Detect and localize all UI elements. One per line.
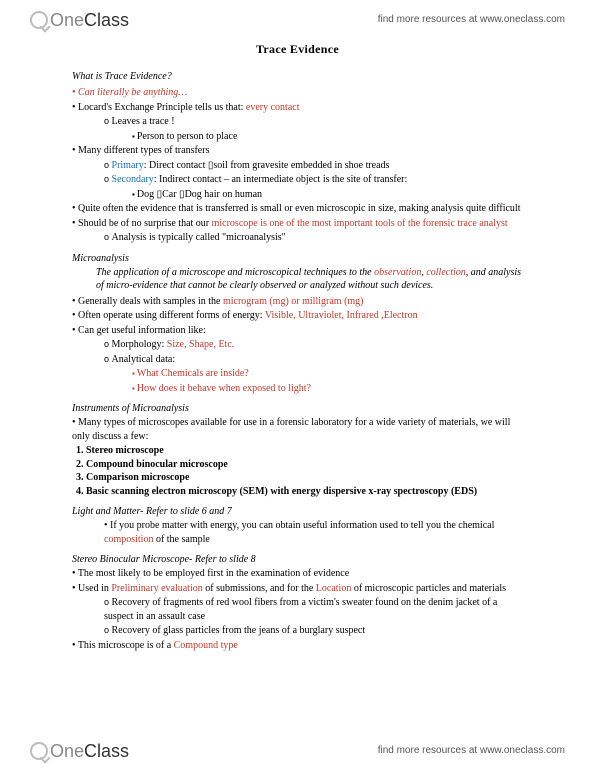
text: of microscopic particles and materials <box>351 583 506 594</box>
text-highlight: composition <box>104 534 153 545</box>
text-term: Secondary <box>112 174 154 185</box>
brand-logo: One Class <box>30 739 129 762</box>
sub-item: Primary: Direct contact ▯soil from grave… <box>104 159 523 173</box>
section-heading: Microanalysis <box>72 253 523 264</box>
text: Locard's Exchange Principle tells us tha… <box>78 102 246 113</box>
bullet-item: Can literally be anything… <box>72 86 523 100</box>
text-highlight: collection <box>426 267 465 278</box>
section-heading: Stereo Binocular Microscope- Refer to sl… <box>72 554 523 565</box>
bullet-item: The most likely to be employed first in … <box>72 567 523 581</box>
numbered-list: Stereo microscope Compound binocular mic… <box>86 444 523 498</box>
sub-sub-item: Person to person to place <box>132 130 523 144</box>
list-item: Stereo microscope <box>86 444 523 458</box>
section-heading: Light and Matter- Refer to slide 6 and 7 <box>72 506 523 517</box>
section-heading: Instruments of Microanalysis <box>72 403 523 414</box>
sub-item: Leaves a trace ! <box>104 115 523 129</box>
bullet-item: Generally deals with samples in the micr… <box>72 295 523 309</box>
sub-sub-item: How does it behave when exposed to light… <box>132 382 523 396</box>
header-bar: One Class find more resources at www.one… <box>0 0 595 39</box>
text: Dog hair on human <box>185 189 263 200</box>
text: of submissions, and for the <box>203 583 316 594</box>
text-highlight: Compound type <box>174 640 238 651</box>
text: soil from gravesite embedded in shoe tre… <box>213 160 389 171</box>
logo-text-class: Class <box>84 741 129 762</box>
footer-bar: One Class find more resources at www.one… <box>0 731 595 770</box>
text-highlight: Visible, Ultraviolet, Infrared ,Electron <box>265 310 418 321</box>
magnifier-icon <box>30 742 48 760</box>
sub-sub-item: What Chemicals are inside? <box>132 367 523 381</box>
sub-item: Analysis is typically called "microanaly… <box>104 231 523 245</box>
bullet-item: Should be of no surprise that our micros… <box>72 217 523 231</box>
footer-tagline: find more resources at www.oneclass.com <box>378 745 565 756</box>
text-highlight: Size, Shape, Etc. <box>167 339 234 350</box>
text-highlight: microscope is one of the most important … <box>212 218 508 229</box>
brand-logo: One Class <box>30 8 129 31</box>
text: Many types of microscopes available for … <box>72 417 510 442</box>
header-tagline: find more resources at www.oneclass.com <box>378 14 565 25</box>
text-highlight: microgram (mg) or milligram (mg) <box>223 296 364 307</box>
text: Morphology: <box>112 339 167 350</box>
bullet-item: Many different types of transfers <box>72 144 523 158</box>
list-item: Comparison microscope <box>86 471 523 485</box>
text: This microscope is of a <box>78 640 174 651</box>
text: of the sample <box>153 534 209 545</box>
logo-text-class: Class <box>84 10 129 31</box>
sub-item: Analytical data: <box>104 353 523 367</box>
sub-sub-item: Dog ▯Car ▯Dog hair on human <box>132 188 523 202</box>
logo-text-one: One <box>50 741 84 762</box>
sub-item: Recovery of glass particles from the jea… <box>104 624 523 638</box>
bullet-item: This microscope is of a Compound type <box>72 639 523 653</box>
bullet-item: Quite often the evidence that is transfe… <box>72 202 523 216</box>
text: Generally deals with samples in the <box>78 296 223 307</box>
bullet-item: Can get useful information like: <box>72 324 523 338</box>
bullet-item: Often operate using different forms of e… <box>72 309 523 323</box>
text: Often operate using different forms of e… <box>78 310 265 321</box>
section-heading: What is Trace Evidence? <box>72 71 523 82</box>
text-highlight: every contact <box>246 102 300 113</box>
text-highlight: Preliminary evaluation <box>111 583 202 594</box>
text: Used in <box>78 583 111 594</box>
text: If you probe matter with energy, you can… <box>110 520 494 531</box>
text-term: Primary <box>112 160 144 171</box>
bullet-item: Used in Preliminary evaluation of submis… <box>72 582 523 596</box>
text: Should be of no surprise that our <box>78 218 212 229</box>
magnifier-icon <box>30 11 48 29</box>
text: : Indirect contact – an intermediate obj… <box>154 174 408 185</box>
sub-item: Secondary: Indirect contact – an interme… <box>104 173 523 187</box>
sub-item: Morphology: Size, Shape, Etc. <box>104 338 523 352</box>
logo-text-one: One <box>50 10 84 31</box>
text-highlight: observation <box>374 267 421 278</box>
text: The application of a microscope and micr… <box>96 267 374 278</box>
text: Car <box>162 189 179 200</box>
sub-item: Recovery of fragments of red wool fibers… <box>104 596 523 623</box>
document-page: Trace Evidence What is Trace Evidence? C… <box>0 0 595 695</box>
list-item: Basic scanning electron microscopy (SEM)… <box>86 485 523 499</box>
text: : Direct contact <box>144 160 208 171</box>
definition-text: The application of a microscope and micr… <box>96 266 523 293</box>
list-item: Compound binocular microscope <box>86 458 523 472</box>
page-title: Trace Evidence <box>72 42 523 57</box>
bullet-item: Locard's Exchange Principle tells us tha… <box>72 101 523 115</box>
text-highlight: Location <box>316 583 352 594</box>
bullet-item: Many types of microscopes available for … <box>72 416 523 443</box>
bullet-item: If you probe matter with energy, you can… <box>104 519 523 546</box>
text: Dog <box>137 189 157 200</box>
